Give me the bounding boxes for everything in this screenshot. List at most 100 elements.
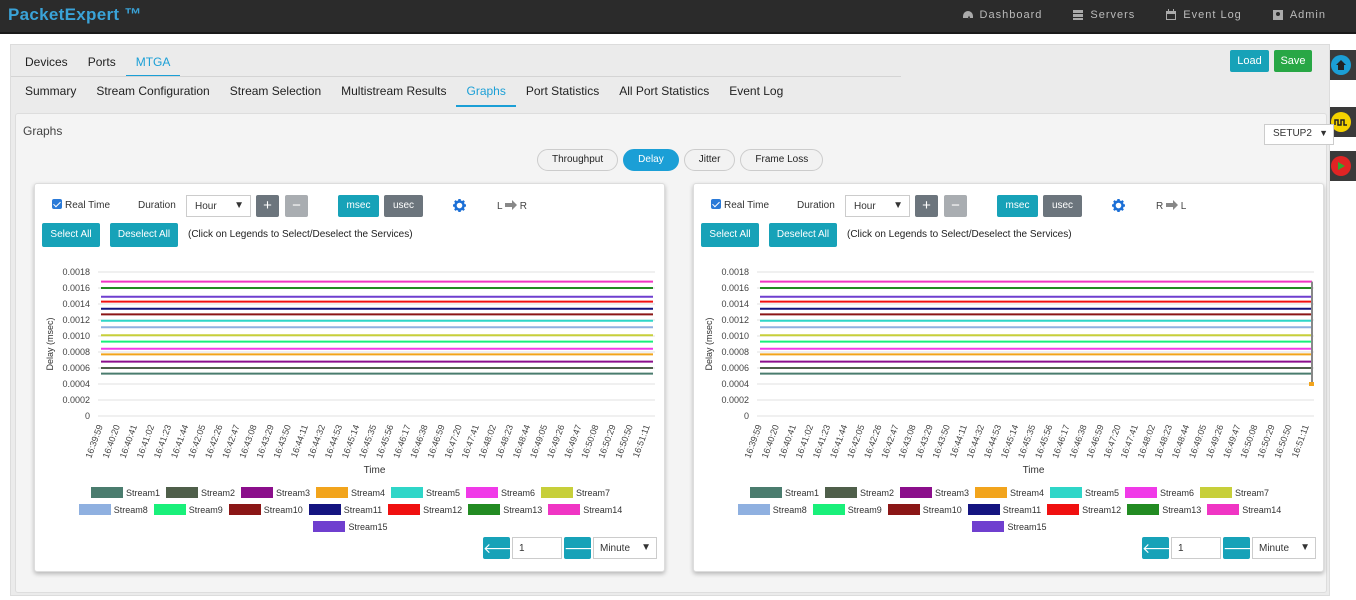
legend-item-stream3[interactable]: Stream3 — [899, 487, 969, 498]
app-logo[interactable]: PacketExpert ™ — [8, 5, 142, 24]
legend-label: Stream1 — [125, 487, 160, 498]
legend-item-stream4[interactable]: Stream4 — [974, 487, 1044, 498]
legend-item-stream11[interactable]: Stream11 — [967, 504, 1041, 515]
zoom-out-button[interactable]: − — [285, 195, 308, 217]
side-play-button[interactable] — [1325, 151, 1356, 181]
tab-mtga[interactable]: MTGA — [125, 51, 181, 77]
tab-graphs[interactable]: Graphs — [456, 81, 516, 107]
load-button[interactable]: Load — [1230, 50, 1269, 72]
deselect-all-button[interactable]: Deselect All — [110, 223, 178, 247]
usec-button[interactable]: usec — [384, 195, 423, 217]
duration-select[interactable]: Hour ▼ — [186, 195, 251, 217]
legend-item-stream8[interactable]: Stream8 — [78, 504, 148, 515]
legend-item-stream3[interactable]: Stream3 — [240, 487, 310, 498]
y-tick-label: 0.0010 — [721, 331, 749, 341]
legend-item-stream1[interactable]: Stream1 — [749, 487, 819, 498]
side-signal-button[interactable] — [1325, 107, 1356, 137]
tab-event-log[interactable]: Event Log — [729, 84, 784, 98]
side-home-button[interactable] — [1325, 50, 1356, 80]
legend-item-stream6[interactable]: Stream6 — [466, 487, 535, 498]
legend-swatch — [313, 521, 346, 532]
gear-icon[interactable] — [452, 198, 467, 213]
nav-dashboard[interactable]: Dashboard — [962, 9, 1043, 21]
tab-stream-selection[interactable]: Stream Selection — [229, 84, 322, 98]
next-page-button[interactable]: 🡒 — [1223, 537, 1261, 559]
legend-item-stream5[interactable]: Stream5 — [1050, 487, 1119, 498]
page-input[interactable]: 1 — [1171, 537, 1221, 559]
usec-button[interactable]: usec — [1043, 195, 1082, 217]
legend-item-stream1[interactable]: Stream1 — [90, 487, 160, 498]
legend-label: Stream11 — [343, 504, 383, 515]
zoom-in-button[interactable]: + — [915, 195, 938, 217]
y-tick-label: 0 — [85, 411, 90, 421]
graph-tab-delay[interactable]: Delay — [623, 149, 679, 171]
select-all-button[interactable]: Select All — [42, 223, 100, 247]
nav-servers[interactable]: Servers — [1072, 9, 1135, 21]
legend-swatch — [90, 487, 123, 498]
msec-button[interactable]: msec — [338, 195, 379, 217]
tab-stream-configuration[interactable]: Stream Configuration — [96, 84, 210, 98]
realtime-checkbox[interactable]: Real Time — [52, 199, 110, 211]
prev-page-button[interactable]: 🡐 — [483, 537, 521, 559]
select-all-button[interactable]: Select All — [701, 223, 759, 247]
y-tick-label: 0.0014 — [62, 299, 90, 309]
graph-tab-throughput[interactable]: Throughput — [537, 149, 619, 171]
legend-label: Stream9 — [847, 504, 882, 515]
page-input[interactable]: 1 — [512, 537, 562, 559]
legend-item-stream6[interactable]: Stream6 — [1125, 487, 1194, 498]
next-page-button[interactable]: 🡒 — [564, 537, 602, 559]
y-tick-label: 0.0012 — [721, 315, 749, 325]
nav-admin[interactable]: Admin — [1272, 9, 1326, 21]
y-tick-label: 0.0018 — [62, 267, 90, 277]
msec-button[interactable]: msec — [997, 195, 1038, 217]
legend-item-stream14[interactable]: Stream14 — [548, 504, 622, 515]
legend-item-stream15[interactable]: Stream15 — [972, 521, 1047, 532]
tab-devices[interactable]: Devices — [25, 55, 68, 69]
deselect-all-button[interactable]: Deselect All — [769, 223, 837, 247]
legend-item-stream2[interactable]: Stream2 — [165, 487, 235, 498]
legend-item-stream5[interactable]: Stream5 — [391, 487, 460, 498]
time-unit-select[interactable]: Minute ▼ — [593, 537, 657, 559]
series-end-marker — [1309, 382, 1314, 386]
zoom-out-button[interactable]: − — [944, 195, 967, 217]
tab-summary[interactable]: Summary — [25, 84, 77, 98]
tab-port-statistics[interactable]: Port Statistics — [525, 84, 600, 98]
tab-all-port-statistics[interactable]: All Port Statistics — [619, 84, 710, 98]
legend-item-stream8[interactable]: Stream8 — [737, 504, 807, 515]
legend-item-stream12[interactable]: Stream12 — [1047, 504, 1121, 515]
y-tick-label: 0.0012 — [62, 315, 90, 325]
legend-item-stream13[interactable]: Stream13 — [468, 504, 542, 515]
legend-item-stream15[interactable]: Stream15 — [313, 521, 388, 532]
legend-item-stream4[interactable]: Stream4 — [315, 487, 385, 498]
time-unit-select[interactable]: Minute ▼ — [1252, 537, 1316, 559]
legend-item-stream7[interactable]: Stream7 — [1200, 487, 1269, 498]
legend-item-stream13[interactable]: Stream13 — [1127, 504, 1201, 515]
y-axis-label: Delay (msec) — [45, 317, 55, 370]
graph-tab-frame-loss[interactable]: Frame Loss — [740, 149, 824, 171]
legend-item-stream10[interactable]: Stream10 — [228, 504, 303, 515]
realtime-checkbox[interactable]: Real Time — [711, 199, 769, 211]
legend-row: Stream8 Stream9 Stream10 Stream11 Stream12 St… — [694, 501, 1325, 518]
gear-icon[interactable] — [1111, 198, 1126, 213]
tab-multistream-results[interactable]: Multistream Results — [341, 84, 447, 98]
legend-row: Stream15 — [35, 518, 666, 535]
legend-item-stream10[interactable]: Stream10 — [887, 504, 962, 515]
legend-item-stream9[interactable]: Stream9 — [153, 504, 223, 515]
legend-item-stream11[interactable]: Stream11 — [308, 504, 383, 515]
legend-item-stream7[interactable]: Stream7 — [541, 487, 610, 498]
zoom-in-button[interactable]: + — [256, 195, 279, 217]
tab-ports[interactable]: Ports — [87, 55, 116, 69]
legend-label: Stream15 — [1007, 521, 1047, 532]
legend-swatch — [315, 487, 348, 498]
prev-page-button[interactable]: 🡐 — [1142, 537, 1180, 559]
save-button[interactable]: Save — [1274, 50, 1312, 72]
legend-item-stream12[interactable]: Stream12 — [388, 504, 462, 515]
legend-item-stream9[interactable]: Stream9 — [812, 504, 882, 515]
main-page: Devices Ports MTGA Summary Stream Config… — [10, 44, 1334, 596]
legend-item-stream2[interactable]: Stream2 — [824, 487, 894, 498]
nav-event-log[interactable]: Event Log — [1165, 9, 1242, 21]
legend-item-stream14[interactable]: Stream14 — [1207, 504, 1281, 515]
duration-select[interactable]: Hour ▼ — [845, 195, 910, 217]
graph-tab-jitter[interactable]: Jitter — [683, 149, 736, 171]
setup-select[interactable]: SETUP2 ▼ — [1264, 124, 1334, 145]
